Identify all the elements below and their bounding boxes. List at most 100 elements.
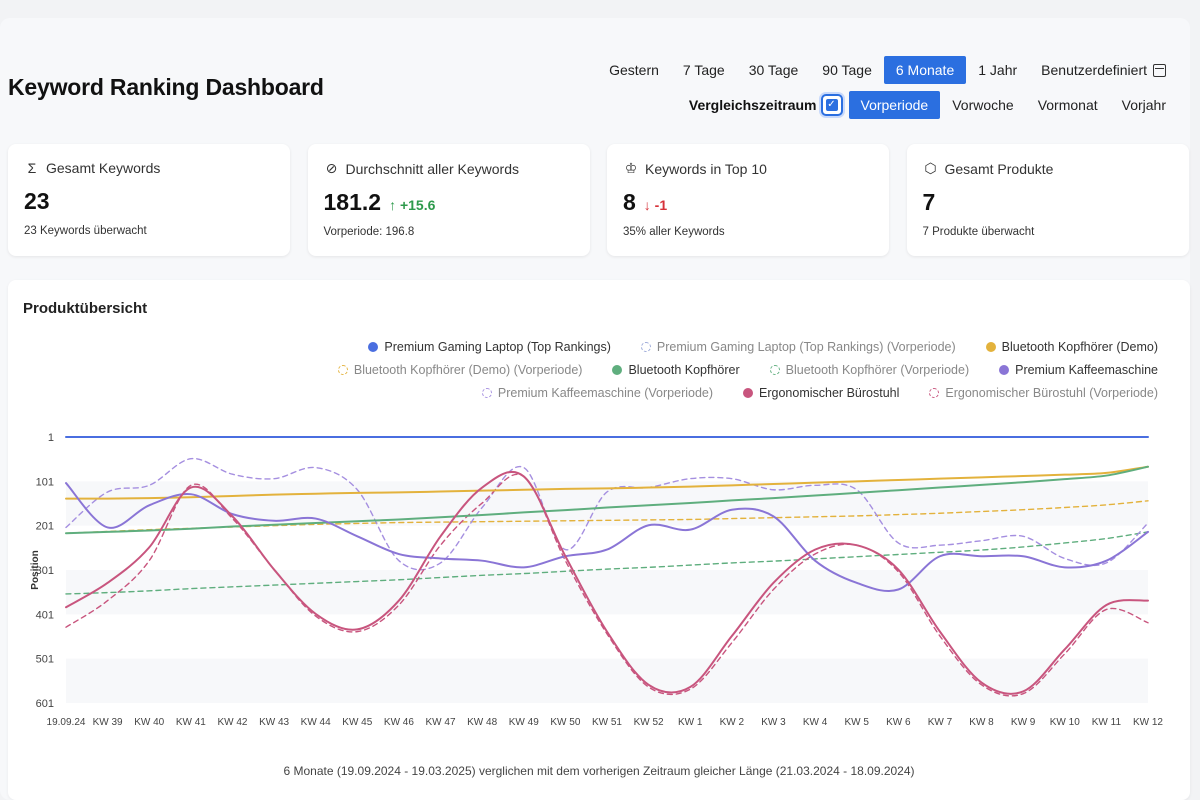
legend-item[interactable]: Premium Kaffeemaschine (Vorperiode) <box>481 384 714 401</box>
x-tick-label: KW 1 <box>678 717 703 728</box>
card-label: Durchschnitt aller Keywords <box>345 160 520 177</box>
range-button[interactable]: Gestern <box>597 56 671 84</box>
check-icon: ✓ <box>825 99 838 111</box>
legend-label: Ergonomischer Bürostuhl <box>759 385 900 400</box>
card-subtext: 7 Produkte überwacht <box>922 226 1035 238</box>
y-tick-label: 501 <box>36 654 54 666</box>
grid-band <box>66 658 1148 703</box>
x-tick-label: KW 40 <box>134 717 164 728</box>
compare-option-button[interactable]: Vorperiode <box>848 91 941 119</box>
card-header: ♔ Keywords in Top 10 <box>623 160 873 177</box>
legend-label: Premium Kaffeemaschine <box>1015 362 1158 377</box>
legend-marker <box>337 364 348 375</box>
card-delta: ↓ -1 <box>643 197 668 213</box>
range-button[interactable]: 7 Tage <box>671 56 737 84</box>
x-tick-label: KW 44 <box>301 717 331 728</box>
kpi-cards: Σ Gesamt Keywords 23 23 Keywords überwacht ⊘… <box>8 144 1190 256</box>
x-tick-label: KW 52 <box>634 717 664 728</box>
x-tick-label: KW 5 <box>844 717 869 728</box>
legend-marker <box>368 341 379 352</box>
x-tick-label: KW 42 <box>217 717 247 728</box>
x-tick-label: KW 49 <box>509 717 539 728</box>
compare-option-button[interactable]: Vorwoche <box>952 97 1014 113</box>
x-tick-label: KW 10 <box>1050 717 1080 728</box>
range-button[interactable]: 1 Jahr <box>966 56 1029 84</box>
grid-band <box>66 570 1148 615</box>
range-button[interactable]: Benutzerdefiniert <box>1029 56 1178 84</box>
legend-item[interactable]: Bluetooth Kopfhörer (Demo) (Vorperiode) <box>337 361 583 378</box>
legend-marker <box>612 364 623 375</box>
kpi-card: Σ Gesamt Keywords 23 23 Keywords überwacht <box>8 144 290 256</box>
calendar-icon <box>1153 63 1166 77</box>
x-tick-label: KW 45 <box>342 717 372 728</box>
y-axis-label: Position <box>30 550 41 589</box>
legend-item[interactable]: Ergonomischer Bürostuhl <box>743 384 899 401</box>
legend-marker <box>640 341 651 352</box>
card-value-row: 23 <box>24 188 274 215</box>
x-tick-label: KW 2 <box>720 717 745 728</box>
card-label: Gesamt Keywords <box>46 160 161 176</box>
x-tick-label: KW 7 <box>928 717 953 728</box>
compare-options: Vorperiode Vorwoche Vormonat Vorjahr <box>848 91 1179 119</box>
range-button-label: 6 Monate <box>895 62 955 78</box>
card-value-row: 7 <box>923 189 1173 216</box>
panel-title: Produktübersicht <box>23 300 148 317</box>
card-value-row: 8 ↓ -1 <box>623 189 873 216</box>
legend-item[interactable]: Ergonomischer Bürostuhl (Vorperiode) <box>929 384 1158 401</box>
range-button-label: 90 Tage <box>822 62 872 78</box>
y-tick-label: 401 <box>36 609 54 621</box>
compare-option-button[interactable]: Vorjahr <box>1121 97 1166 113</box>
legend-label: Premium Kaffeemaschine (Vorperiode) <box>497 385 714 400</box>
card-value: 23 <box>24 188 50 214</box>
legend-label: Bluetooth Kopfhörer (Demo) (Vorperiode) <box>353 362 583 377</box>
card-subtext: Vorperiode: 196.8 <box>323 226 415 238</box>
range-button-label: 7 Tage <box>682 62 725 78</box>
x-tick-label: KW 41 <box>176 717 206 728</box>
legend-item[interactable]: Premium Gaming Laptop (Top Rankings) <box>368 338 611 355</box>
legend-marker <box>999 364 1010 375</box>
legend-marker <box>743 387 754 398</box>
card-subtext: 35% aller Keywords <box>623 226 725 238</box>
x-tick-label: 19.09.24 <box>47 717 86 728</box>
card-delta: ↑ +15.6 <box>389 197 436 213</box>
x-tick-label: KW 51 <box>592 717 622 728</box>
range-button[interactable]: 30 Tage <box>737 56 811 84</box>
y-tick-label: 201 <box>36 521 54 533</box>
x-tick-label: KW 4 <box>803 717 828 728</box>
range-button-label: Benutzerdefiniert <box>1041 62 1147 78</box>
card-value-row: 181.2 ↑ +15.6 <box>324 189 574 216</box>
series-line <box>65 470 1149 695</box>
x-tick-label: KW 39 <box>93 717 123 728</box>
legend-item[interactable]: Bluetooth Kopfhörer (Vorperiode) <box>769 361 969 378</box>
legend-marker <box>769 364 780 375</box>
legend-label: Bluetooth Kopfhörer (Demo) <box>1001 339 1158 354</box>
x-tick-label: KW 46 <box>384 717 414 728</box>
legend-label: Premium Gaming Laptop (Top Rankings) <box>384 339 611 354</box>
legend-item[interactable]: Premium Gaming Laptop (Top Rankings) (Vo… <box>640 338 956 355</box>
card-header: ⊘ Durchschnitt aller Keywords <box>324 160 574 177</box>
range-button[interactable]: 90 Tage <box>810 56 884 84</box>
date-range-selector: Gestern 7 Tage 30 Tage 90 Tage 6 Monate 1 Jah… <box>597 56 1178 84</box>
ranking-chart: 1 101 201 301 401 501 601 Position 19.09.24 KW 39… <box>30 432 1163 728</box>
card-value: 7 <box>922 189 936 215</box>
compare-row: Vergleichszeitraum ✓ Vorperiode Vorwoche V… <box>689 91 1178 119</box>
x-tick-label: KW 47 <box>426 717 456 728</box>
kpi-card: ⬡ Gesamt Produkte 7 7 Produkte überwacht <box>906 144 1189 256</box>
legend-item[interactable]: Bluetooth Kopfhörer (Demo) <box>985 338 1158 355</box>
compare-label: Vergleichszeitraum <box>688 97 817 113</box>
x-tick-label: KW 43 <box>259 717 289 728</box>
legend-label: Bluetooth Kopfhörer <box>628 362 740 377</box>
sigma-icon: Σ <box>27 160 37 176</box>
y-tick-label: 601 <box>36 698 54 710</box>
legend-item[interactable]: Premium Kaffeemaschine <box>999 361 1158 378</box>
compare-option-button[interactable]: Vormonat <box>1037 97 1098 113</box>
compare-checkbox[interactable]: ✓ <box>820 94 843 116</box>
series-line <box>65 500 1149 534</box>
series-line <box>65 531 1149 595</box>
range-button[interactable]: 6 Monate <box>883 56 967 84</box>
x-tick-label: KW 8 <box>969 717 994 728</box>
legend-item[interactable]: Bluetooth Kopfhörer <box>612 361 740 378</box>
x-tick-label: KW 11 <box>1092 717 1122 728</box>
legend-label: Ergonomischer Bürostuhl (Vorperiode) <box>945 385 1158 400</box>
x-tick-label: KW 50 <box>550 717 580 728</box>
